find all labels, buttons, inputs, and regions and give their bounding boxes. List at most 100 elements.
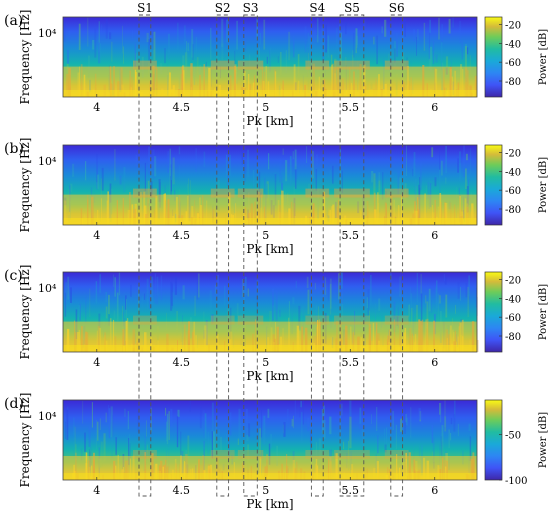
colorbar-label: Power [dB]	[538, 29, 549, 85]
plot-frame	[62, 399, 478, 481]
hot-patch	[133, 315, 157, 325]
colorbar-tick-label: -20	[505, 276, 521, 287]
x-axis-label: Pk [km]	[246, 497, 293, 511]
colorbar-tick-label: -100	[505, 476, 527, 487]
colorbar-label: Power [dB]	[538, 157, 549, 213]
colorbar-tick-label: -60	[505, 186, 521, 197]
panel-letter: (d)	[4, 396, 24, 412]
colorbar-tick-label: -60	[505, 58, 521, 69]
colorbar-tick-label: -40	[505, 167, 521, 178]
x-tick-label: 4.5	[173, 356, 191, 369]
panel-letter: (c)	[4, 268, 23, 284]
hot-patch	[133, 60, 157, 70]
colorbar-scale	[484, 144, 503, 226]
y-axis-label: Frequency [Hz]	[18, 10, 32, 105]
hot-patch	[334, 60, 370, 70]
x-tick-label: 4	[93, 101, 100, 114]
region-label-s4: S4	[309, 1, 325, 15]
plot-frame	[62, 16, 478, 98]
hot-patch	[384, 450, 409, 459]
x-tick-label: 5.5	[342, 484, 360, 497]
colorbar-scale	[484, 16, 503, 98]
region-label-s6: S6	[389, 1, 405, 15]
colorbar-scale	[484, 399, 503, 481]
hot-patch	[210, 315, 235, 325]
x-tick-label: 5.5	[342, 229, 360, 242]
x-tick-label: 5.5	[342, 356, 360, 369]
y-axis-label: Frequency [Hz]	[18, 138, 32, 233]
colorbar-label: Power [dB]	[538, 412, 549, 468]
region-label-s5: S5	[344, 1, 360, 15]
y-tick-label: 10⁴	[38, 410, 57, 423]
colorbar-scale	[484, 271, 503, 353]
x-axis-label: Pk [km]	[246, 369, 293, 383]
hot-patch	[305, 315, 330, 325]
panel-letter: (a)	[4, 13, 23, 29]
region-box-s4	[310, 14, 324, 497]
x-tick-label: 5	[262, 356, 269, 369]
hot-patch	[305, 188, 330, 198]
colorbar: -20 -40 -60 -80 Power [dB]	[484, 16, 549, 98]
hot-patch	[384, 60, 409, 70]
hot-patch	[237, 60, 264, 70]
low-frequency-band	[63, 315, 479, 352]
region-label-s2: S2	[215, 1, 231, 15]
colorbar: -50 -100 Power [dB]	[484, 399, 549, 487]
hot-patch	[210, 60, 235, 70]
hot-patch	[305, 450, 330, 459]
x-tick-label: 4	[93, 356, 100, 369]
region-label-s1: S1	[137, 1, 153, 15]
hot-patch	[210, 188, 235, 198]
plot-frame	[62, 271, 478, 353]
colorbar: -20 -40 -60 -80 Power [dB]	[484, 144, 549, 226]
x-tick-label: 4	[93, 484, 100, 497]
x-axis-label: Pk [km]	[246, 242, 293, 256]
x-tick-label: 5	[262, 484, 269, 497]
low-frequency-band	[63, 188, 477, 225]
x-tick-label: 5	[262, 229, 269, 242]
x-tick-label: 4.5	[173, 229, 191, 242]
y-axis-label: Frequency [Hz]	[18, 393, 32, 488]
x-tick-label: 6	[431, 229, 438, 242]
y-axis-label: Frequency [Hz]	[18, 265, 32, 360]
colorbar-tick-label: -80	[505, 332, 521, 343]
x-tick-label: 5.5	[342, 101, 360, 114]
colorbar-tick-label: -40	[505, 39, 521, 50]
region-box-s3	[243, 14, 258, 497]
hot-patch	[384, 188, 409, 198]
x-tick-label: 6	[431, 484, 438, 497]
colorbar-label: Power [dB]	[538, 284, 549, 340]
colorbar-tick-label: -40	[505, 294, 521, 305]
region-labels: S1 S2 S3 S4 S5 S6	[137, 1, 405, 15]
colorbar-tick-label: -20	[505, 21, 521, 32]
x-axis-label: Pk [km]	[246, 114, 293, 128]
region-box-s2	[216, 14, 230, 497]
panel-letter: (b)	[4, 141, 24, 157]
y-tick-label: 10⁴	[38, 282, 57, 295]
hot-patch	[334, 450, 370, 459]
colorbar-tick-label: -80	[505, 205, 521, 216]
hot-patch	[237, 188, 264, 198]
colorbar-tick-label: -20	[505, 149, 521, 160]
hot-patch	[334, 315, 370, 325]
hot-patch	[237, 315, 264, 325]
x-tick-label: 4.5	[173, 484, 191, 497]
region-markers	[138, 14, 404, 497]
region-box-s1	[138, 14, 152, 497]
hot-patch	[133, 450, 157, 459]
hot-patch	[384, 315, 409, 325]
colorbar-tick-label: -60	[505, 313, 521, 324]
y-tick-label: 10⁴	[38, 155, 57, 168]
colorbar: -20 -40 -60 -80 Power [dB]	[484, 271, 549, 353]
low-frequency-band	[63, 60, 477, 97]
hot-patch	[305, 60, 330, 70]
plot-frame	[62, 144, 478, 226]
x-tick-label: 4	[93, 229, 100, 242]
hot-patch	[334, 188, 370, 198]
hot-patch	[210, 450, 235, 459]
